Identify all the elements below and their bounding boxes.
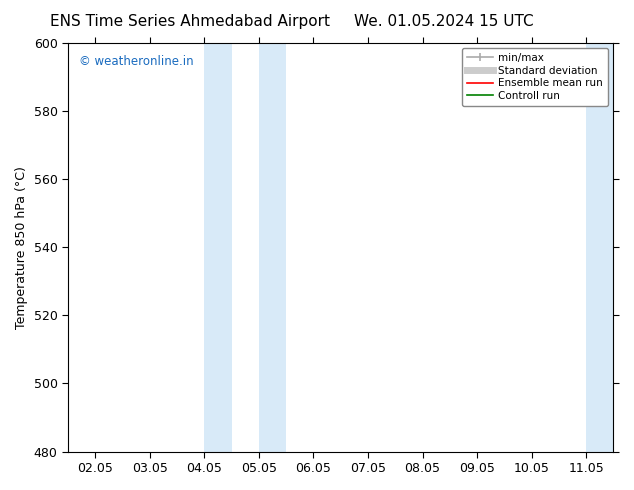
Text: ENS Time Series Ahmedabad Airport: ENS Time Series Ahmedabad Airport <box>50 14 330 29</box>
Legend: min/max, Standard deviation, Ensemble mean run, Controll run: min/max, Standard deviation, Ensemble me… <box>462 48 608 106</box>
Bar <box>259 43 286 452</box>
Bar <box>586 43 614 452</box>
Y-axis label: Temperature 850 hPa (°C): Temperature 850 hPa (°C) <box>15 166 28 328</box>
Text: © weatheronline.in: © weatheronline.in <box>79 55 193 68</box>
Text: We. 01.05.2024 15 UTC: We. 01.05.2024 15 UTC <box>354 14 534 29</box>
Bar <box>204 43 231 452</box>
